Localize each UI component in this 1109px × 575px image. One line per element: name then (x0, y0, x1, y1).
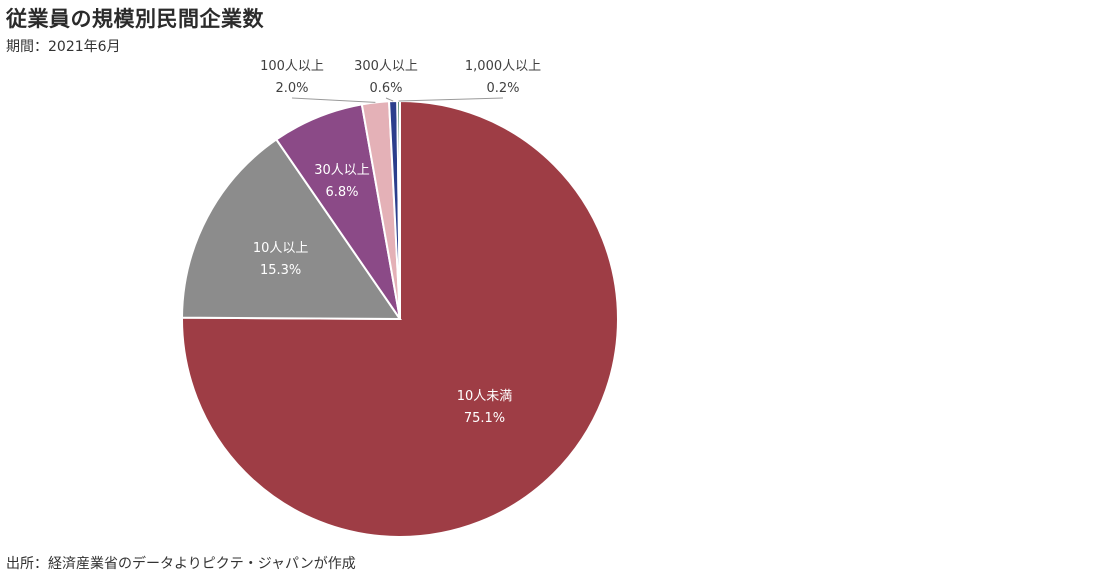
leader-line-4 (291, 97, 376, 103)
slice-label-4: 100人以上 (260, 59, 324, 74)
leader-line-5 (385, 97, 394, 102)
label-leader-lines (291, 97, 504, 103)
slice-label-6: 1,000人以上 (465, 59, 541, 74)
pie-slice-2 (180, 138, 402, 321)
pie-slices (180, 99, 619, 538)
chart-subtitle: 期間：2021年6月 (6, 39, 121, 55)
pie-slice-1 (180, 99, 619, 538)
slice-value-label-6: 0.2% (486, 81, 519, 96)
slice-value-label-3: 6.8% (325, 185, 358, 200)
slice-value-label-4: 2.0% (275, 81, 308, 96)
pie-labels: 10人未満 75.1% 10人以上 15.3% 30人以上 6.8% 100人以上 2.0% 3… (253, 59, 541, 426)
slice-label-1: 10人未満 (457, 389, 513, 404)
chart-source: 出所：経済産業省のデータよりピクテ・ジャパンが作成 (6, 556, 356, 572)
leader-line-6 (398, 97, 504, 102)
slice-value-label-2: 15.3% (260, 263, 301, 278)
slice-label-3: 30人以上 (314, 163, 370, 178)
chart-title: 従業員の規模別民間企業数 (6, 7, 264, 31)
slice-value-label-1: 75.1% (464, 411, 505, 426)
slice-label-2: 10人以上 (253, 241, 309, 256)
slice-value-label-5: 0.6% (369, 81, 402, 96)
slice-label-5: 300人以上 (354, 59, 418, 74)
